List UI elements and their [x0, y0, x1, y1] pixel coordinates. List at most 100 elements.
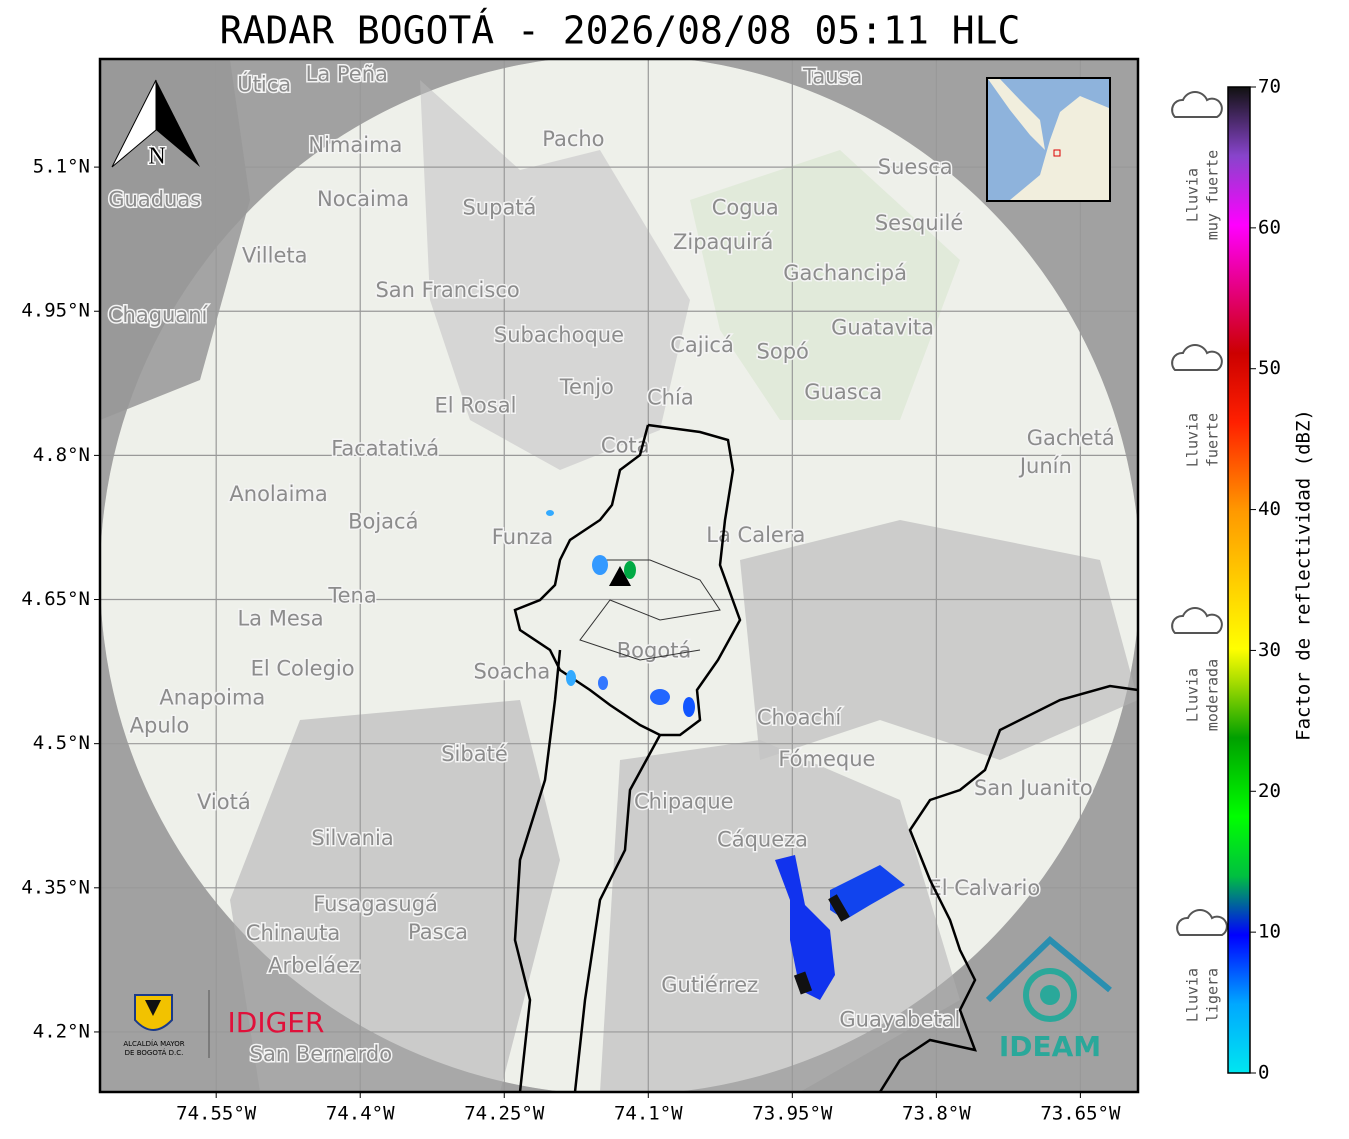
- title: RADAR BOGOTÁ - 2026/08/08 05:11 HLC: [220, 9, 1021, 53]
- place-label: Guaduas: [108, 188, 201, 212]
- colorbar-label: Factor de reflectividad (dBZ): [1293, 409, 1315, 741]
- north-arrow: N: [111, 79, 200, 171]
- place-label: Gachancipá: [783, 261, 907, 285]
- place-label: Bojacá: [348, 510, 418, 534]
- echo: [793, 971, 813, 995]
- terrain: [740, 520, 1138, 760]
- place-label: San Juanito: [974, 776, 1093, 800]
- place-label: Sesquilé: [875, 211, 963, 235]
- place-label: Bogotá: [617, 638, 692, 662]
- y-tick-label: 4.95°N: [21, 300, 90, 322]
- north-label: N: [148, 144, 165, 170]
- x-tick-label: 73.8°W: [902, 1103, 971, 1125]
- place-label: Supatá: [462, 195, 536, 219]
- place-label: Nocaima: [317, 187, 409, 211]
- echo: [592, 555, 608, 575]
- alcaldia-text: DE BOGOTÁ D.C.: [125, 1048, 184, 1057]
- place-label: Pasca: [408, 920, 468, 944]
- alcaldia-logo: ALCALDÍA MAYOR DE BOGOTÁ D.C. IDIGER: [123, 990, 324, 1058]
- place-label: Pacho: [542, 127, 604, 151]
- place-label: Chinauta: [246, 921, 340, 945]
- ideam-logo: IDEAM: [985, 935, 1112, 1063]
- echo: [775, 855, 835, 1000]
- place-label: Fusagasugá: [313, 892, 438, 916]
- place-label: Tausa: [802, 65, 862, 89]
- echo: [650, 689, 670, 705]
- axis-ticks: 74.55°W 74.4°W 74.25°W 74.1°W 73.95°W 73.8°W 7…: [21, 156, 1121, 1125]
- inset-map: [986, 77, 1111, 202]
- x-tick-label: 73.65°W: [1040, 1103, 1121, 1125]
- x-tick-label: 74.1°W: [614, 1103, 683, 1125]
- y-tick-label: 4.5°N: [33, 732, 90, 754]
- place-label: Facatativá: [331, 437, 439, 461]
- place-label: Guatavita: [831, 316, 934, 340]
- locality-lines: [579, 559, 721, 661]
- legend-icons: [1171, 91, 1228, 936]
- colorbar-tick-label: 0: [1258, 1062, 1269, 1084]
- colorbar-tick-label: 20: [1258, 780, 1281, 802]
- terrain: [230, 700, 560, 1092]
- legend-label: Lluvia: [1184, 668, 1202, 722]
- place-label: Fómeque: [778, 747, 875, 771]
- place-label: Cogua: [712, 195, 779, 219]
- x-tick-label: 74.4°W: [326, 1103, 395, 1125]
- place-label: Tena: [327, 584, 376, 608]
- place-label: Guasca: [804, 380, 882, 404]
- place-label: Chía: [647, 386, 694, 410]
- radar-site: [609, 566, 631, 586]
- place-label: Gutiérrez: [661, 973, 758, 997]
- legend-label: Lluvia: [1184, 968, 1202, 1022]
- place-label: Apulo: [130, 713, 190, 737]
- y-tick-label: 4.35°N: [21, 876, 90, 898]
- x-tick-label: 74.25°W: [464, 1103, 545, 1125]
- place-labels: La Peña Útica Tausa Nimaima Pacho Suesca Guadu…: [106, 60, 1116, 1067]
- colorbar-tick-label: 60: [1258, 216, 1281, 238]
- map-frame: [98, 57, 1140, 1094]
- place-label: El Calvario: [928, 876, 1040, 900]
- terrain: [600, 740, 960, 1092]
- ideam-text: IDEAM: [999, 1030, 1101, 1063]
- place-label: Sopó: [757, 340, 809, 364]
- colorbar-tick-label: 50: [1258, 357, 1281, 379]
- legend-label: moderada: [1204, 659, 1222, 731]
- place-label: Arbeláez: [268, 954, 360, 978]
- boundary: [573, 734, 662, 1092]
- y-tick-label: 4.2°N: [33, 1020, 90, 1042]
- place-label: Junín: [1018, 454, 1072, 478]
- legend-label: muy fuerte: [1204, 150, 1222, 240]
- boundary: [878, 684, 1138, 1092]
- place-label: Tenjo: [559, 375, 614, 399]
- x-tick-label: 73.95°W: [752, 1103, 833, 1125]
- place-label: El Rosal: [434, 393, 516, 417]
- y-tick-label: 4.8°N: [33, 444, 90, 466]
- grid: [100, 59, 1138, 1092]
- echo: [830, 865, 905, 920]
- legend-label: Lluvia: [1184, 168, 1202, 222]
- colorbar-tick-label: 10: [1258, 921, 1281, 943]
- place-label: Anolaima: [229, 482, 327, 506]
- place-label: Gachetá: [1027, 426, 1115, 450]
- place-label: Soacha: [474, 660, 551, 684]
- place-label: San Francisco: [375, 278, 519, 302]
- terrain: [420, 80, 690, 470]
- place-label: Subachoque: [494, 323, 624, 347]
- place-label: Guayabetal: [839, 1007, 960, 1031]
- place-label: Anapoima: [159, 685, 265, 709]
- place-label: Viotá: [197, 790, 251, 814]
- place-label: Sibaté: [441, 742, 508, 766]
- place-label: San Bernardo: [250, 1042, 392, 1066]
- place-label: Chaguaní: [108, 303, 209, 327]
- x-tick-label: 74.55°W: [176, 1103, 257, 1125]
- echo: [546, 510, 554, 516]
- place-label: Silvania: [311, 826, 393, 850]
- colorbar-tick-label: 30: [1258, 639, 1281, 661]
- place-label: Cáqueza: [717, 828, 808, 852]
- boundary: [513, 649, 562, 1092]
- echo: [566, 670, 576, 686]
- colorbar-tick-label: 40: [1258, 498, 1281, 520]
- echo: [683, 697, 695, 717]
- place-label: Útica: [237, 71, 291, 96]
- legend-label: fuerte: [1204, 413, 1222, 467]
- idiger-logo: IDIGER: [228, 1006, 325, 1039]
